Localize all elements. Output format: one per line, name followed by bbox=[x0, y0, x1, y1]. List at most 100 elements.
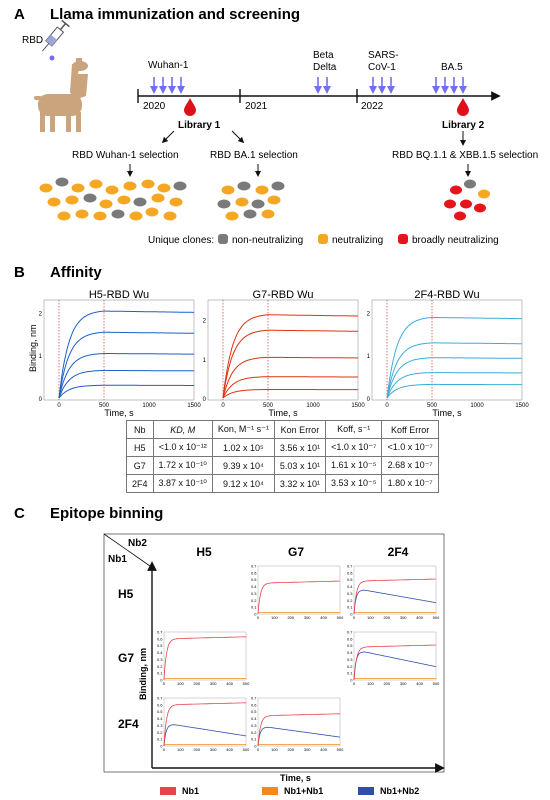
y-tick-label: 0.3 bbox=[347, 657, 353, 662]
y-tick-label: 1 bbox=[367, 354, 371, 360]
x-tick-label: 400 bbox=[226, 681, 233, 686]
y-tick-label: 0.1 bbox=[157, 671, 163, 676]
x-tick-label: 100 bbox=[177, 747, 184, 752]
clone-dot bbox=[157, 183, 171, 193]
clone-dot bbox=[464, 179, 476, 189]
table-cell: <1.0 x 10⁻⁷ bbox=[324, 438, 383, 457]
y-tick-label: 0.6 bbox=[251, 702, 257, 707]
table-row: 2F4 3.87 x 10⁻¹⁰ 9.12 x 10⁴ 3.32 x 10¹ 3.53 … bbox=[126, 474, 439, 493]
legend-label: Nb1+Nb2 bbox=[380, 786, 419, 796]
y-tick-label: 0 bbox=[367, 397, 371, 403]
clone-dot bbox=[235, 197, 249, 207]
table-header-cell: Koff Error bbox=[381, 420, 439, 439]
year-label: 2021 bbox=[245, 101, 268, 112]
x-tick-label: 200 bbox=[193, 747, 200, 752]
affinity-ylabel: Binding, nm bbox=[28, 324, 38, 372]
y-tick-label: 0.6 bbox=[157, 702, 163, 707]
y-tick-label: 0.3 bbox=[157, 723, 163, 728]
table-cell: 9.12 x 10⁴ bbox=[211, 474, 275, 493]
binning-plot: 00.10.20.30.40.50.60.70 100 200 300 400 500 bbox=[347, 564, 440, 621]
binning-frame bbox=[103, 533, 445, 773]
clone-dot bbox=[123, 181, 137, 191]
clone-dot bbox=[217, 199, 231, 209]
binding-curve bbox=[58, 310, 194, 399]
legend-label: non-neutralizing bbox=[232, 235, 303, 246]
x-tick-label: 0 bbox=[57, 403, 61, 409]
binding-curve bbox=[58, 353, 194, 399]
x-tick-label: 500 bbox=[337, 747, 344, 752]
x-tick-label: 400 bbox=[320, 615, 327, 620]
y-tick-label: 0.2 bbox=[157, 664, 163, 669]
arrow-to-wuhan-selection bbox=[161, 130, 175, 144]
x-tick-label: 100 bbox=[367, 681, 374, 686]
clone-dot bbox=[99, 199, 113, 209]
legend-label: broadly neutralizing bbox=[412, 235, 499, 246]
clone-dot bbox=[460, 199, 472, 209]
x-tick-label: 0 bbox=[257, 615, 260, 620]
table-cell: 9.39 x 10⁴ bbox=[211, 456, 275, 475]
table-header-row: Nb KD, M Kon, M⁻¹ s⁻¹ Kon Error Koff, s⁻¹ Kof… bbox=[126, 420, 439, 439]
x-tick-label: 200 bbox=[287, 747, 294, 752]
y-tick-label: 2 bbox=[39, 311, 43, 317]
year-label: 2020 bbox=[143, 101, 166, 112]
table-cell: 3.56 x 10¹ bbox=[273, 438, 326, 457]
x-tick-label: 400 bbox=[416, 681, 423, 686]
selection-wuhan: RBD Wuhan-1 selection bbox=[72, 150, 179, 161]
legend-swatch bbox=[358, 787, 374, 795]
table-cell: 1.02 x 10⁵ bbox=[211, 438, 275, 457]
y-tick-label: 0.2 bbox=[347, 598, 353, 603]
table-cell: 5.03 x 10¹ bbox=[273, 456, 326, 475]
binding-curve bbox=[386, 342, 522, 399]
clone-dot bbox=[83, 193, 97, 203]
nb1-header: Nb1 bbox=[108, 554, 127, 565]
sensorgram-curve bbox=[353, 589, 437, 615]
column-header: G7 bbox=[288, 545, 304, 559]
y-tick-label: 0.5 bbox=[251, 709, 257, 714]
y-tick-label: 0.1 bbox=[347, 671, 353, 676]
y-tick-label: 0 bbox=[254, 612, 257, 617]
binning-plot: 00.10.20.30.40.50.60.70 100 200 300 400 500 bbox=[157, 696, 250, 753]
binding-curve bbox=[222, 389, 358, 399]
legend-swatch bbox=[318, 234, 328, 244]
y-tick-label: 0.7 bbox=[251, 564, 257, 569]
immunization-label: Wuhan-1 bbox=[148, 60, 189, 71]
y-tick-label: 2 bbox=[203, 319, 207, 325]
table-header-cell: KD, M bbox=[152, 420, 213, 439]
table-header-cell: Koff, s⁻¹ bbox=[324, 420, 383, 439]
y-tick-label: 0.2 bbox=[251, 730, 257, 735]
x-tick-label: 1000 bbox=[306, 403, 320, 409]
x-tick-label: 0 bbox=[163, 681, 166, 686]
x-tick-label: 0 bbox=[163, 747, 166, 752]
plot-frame bbox=[163, 697, 247, 747]
immunization-label: CoV-1 bbox=[368, 62, 396, 73]
table-cell: H5 bbox=[126, 438, 154, 457]
y-tick-label: 0.2 bbox=[157, 730, 163, 735]
clone-dot bbox=[129, 211, 143, 221]
y-tick-label: 0.3 bbox=[347, 591, 353, 596]
immunization-label: Beta bbox=[313, 50, 334, 61]
affinity-chart-title: G7-RBD Wu bbox=[253, 289, 314, 301]
clone-dot bbox=[71, 183, 85, 193]
y-tick-label: 0.5 bbox=[347, 577, 353, 582]
x-tick-label: 500 bbox=[433, 681, 440, 686]
y-tick-label: 0 bbox=[350, 678, 353, 683]
x-tick-label: 100 bbox=[271, 747, 278, 752]
clone-dot bbox=[221, 185, 235, 195]
affinity-chart: H5-RBD Wu 0 1 2 0 500 1000 1500 Time, s bbox=[39, 289, 202, 418]
clone-dot bbox=[133, 197, 147, 207]
immunization-label: BA.5 bbox=[441, 62, 463, 73]
table-cell: <1.0 x 10⁻⁷ bbox=[381, 438, 439, 457]
binning-plot: 00.10.20.30.40.50.60.70 100 200 300 400 500 bbox=[251, 564, 344, 621]
binding-curve bbox=[58, 384, 194, 399]
x-tick-label: 300 bbox=[400, 681, 407, 686]
x-tick-label: 500 bbox=[337, 615, 344, 620]
y-tick-label: 0.3 bbox=[157, 657, 163, 662]
table-row: H5 <1.0 x 10⁻¹² 1.02 x 10⁵ 3.56 x 10¹ <1.0 x… bbox=[126, 438, 439, 457]
binning-plot: 00.10.20.30.40.50.60.70 100 200 300 400 500 bbox=[347, 630, 440, 687]
x-tick-label: 0 bbox=[385, 403, 389, 409]
clone-dot bbox=[444, 199, 456, 209]
clone-dot bbox=[271, 181, 285, 191]
table-cell: 2.68 x 10⁻⁷ bbox=[381, 456, 439, 475]
y-tick-label: 0.1 bbox=[157, 737, 163, 742]
